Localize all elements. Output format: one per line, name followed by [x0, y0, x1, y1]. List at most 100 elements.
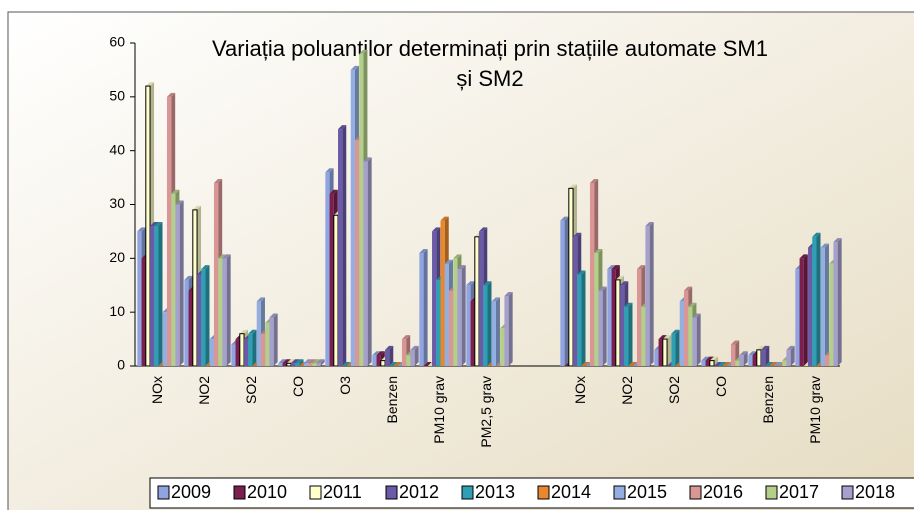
bar-top: [389, 362, 398, 366]
bar: [401, 339, 407, 366]
bar: [171, 193, 176, 366]
bar-top: [218, 254, 227, 259]
bar: [406, 355, 411, 366]
legend-swatch: [385, 485, 398, 500]
bar-top: [765, 362, 774, 366]
bar: [372, 355, 377, 366]
bar-top: [761, 345, 770, 350]
bar-side: [675, 329, 680, 366]
bar-side: [226, 254, 231, 366]
bar-top: [440, 216, 449, 221]
x-tick-label: SO2: [666, 376, 682, 404]
bar: [577, 274, 582, 366]
bar-top: [568, 184, 578, 189]
bar-top: [239, 329, 249, 334]
bar: [269, 317, 274, 366]
bar-top: [393, 362, 402, 366]
bar-top: [628, 362, 637, 366]
bar: [504, 296, 509, 366]
x-tick-label: SO2: [243, 376, 259, 404]
bar: [385, 349, 390, 366]
bar: [598, 290, 603, 366]
bar: [141, 258, 146, 366]
bar: [312, 363, 317, 366]
bar-top: [692, 313, 701, 318]
bar: [683, 290, 689, 366]
bar: [175, 204, 180, 366]
bar-top: [739, 351, 748, 356]
bar-top: [607, 265, 616, 270]
bar-side: [790, 345, 795, 366]
bar-top: [137, 227, 146, 232]
bar: [692, 317, 697, 366]
bar-top: [150, 222, 159, 227]
bar-top: [688, 302, 697, 307]
bar-top: [145, 82, 155, 87]
bar-top: [278, 359, 287, 364]
bar-top: [833, 238, 842, 243]
bar: [709, 360, 715, 367]
bar-top: [589, 178, 599, 183]
bar-top: [350, 65, 359, 70]
bar: [799, 258, 804, 366]
bar: [235, 339, 240, 366]
bar-side: [581, 270, 586, 366]
bar-top: [222, 254, 231, 259]
bar: [350, 69, 355, 367]
bar: [265, 322, 270, 366]
bar-top: [504, 292, 513, 297]
x-tick-label: PM10 grav: [807, 376, 823, 444]
bar-side: [320, 359, 325, 366]
bar-top: [820, 243, 829, 248]
bar-side: [487, 281, 492, 366]
legend-swatch: [841, 485, 854, 500]
legend-swatch: [689, 485, 702, 500]
x-tick-label: NOx: [572, 376, 588, 404]
bar-top: [213, 178, 223, 183]
bar-top: [329, 189, 338, 194]
bar: [166, 96, 172, 366]
legend-label: 2012: [399, 482, 439, 502]
bar: [333, 214, 339, 367]
legend-swatch: [309, 485, 322, 500]
bar: [679, 301, 684, 366]
bar-top: [658, 335, 667, 340]
bar: [658, 339, 663, 366]
bar: [589, 182, 595, 366]
bar: [479, 231, 484, 366]
bar: [688, 306, 693, 366]
bar-top: [577, 270, 586, 275]
legend-label: 2017: [779, 482, 819, 502]
bar: [483, 285, 488, 366]
bar: [325, 172, 330, 366]
bar-side: [765, 345, 770, 366]
bar-top: [376, 351, 385, 356]
bar-top: [385, 345, 394, 350]
bar-side: [649, 222, 654, 366]
bar: [795, 269, 800, 366]
bar-top: [291, 359, 300, 364]
bar: [829, 263, 834, 366]
bar: [636, 269, 642, 366]
bar: [756, 349, 762, 367]
bar: [466, 285, 471, 366]
legend-swatch: [613, 485, 626, 500]
bar-side: [508, 292, 513, 366]
bar: [654, 349, 659, 366]
bar: [474, 236, 480, 367]
bar-side: [564, 216, 569, 366]
bar: [376, 355, 381, 366]
bar-side: [803, 254, 808, 366]
bar: [560, 220, 565, 366]
x-tick-label: CO: [290, 376, 306, 397]
bar: [662, 338, 668, 367]
bar: [752, 355, 757, 366]
bar: [239, 333, 245, 367]
bar-side: [158, 222, 163, 366]
legend-swatch: [233, 485, 246, 500]
bar: [184, 279, 189, 366]
bar-side: [696, 313, 701, 366]
bar-side: [252, 329, 257, 366]
